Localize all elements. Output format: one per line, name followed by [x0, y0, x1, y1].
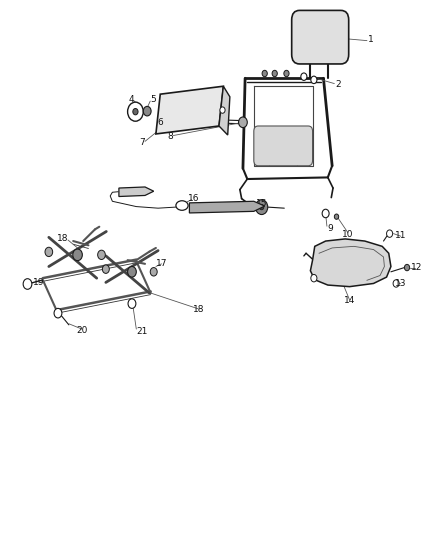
Text: 14: 14 [344, 296, 356, 305]
Polygon shape [119, 187, 154, 197]
Circle shape [311, 274, 317, 282]
Circle shape [239, 117, 247, 127]
Text: 20: 20 [77, 326, 88, 335]
Polygon shape [156, 86, 223, 134]
Text: 13: 13 [395, 279, 407, 288]
Text: 15: 15 [255, 199, 267, 208]
Text: 2: 2 [336, 80, 341, 89]
Text: 18: 18 [193, 305, 205, 314]
Text: 21: 21 [136, 327, 148, 336]
Text: 16: 16 [187, 194, 199, 203]
Text: 8: 8 [168, 132, 173, 141]
Circle shape [387, 230, 392, 237]
Circle shape [73, 249, 82, 261]
Polygon shape [311, 239, 391, 287]
Circle shape [102, 265, 110, 273]
Circle shape [133, 109, 138, 115]
Circle shape [23, 279, 32, 289]
Circle shape [255, 200, 268, 215]
Circle shape [259, 205, 264, 210]
Circle shape [311, 76, 317, 84]
Polygon shape [219, 86, 230, 135]
Circle shape [334, 214, 339, 219]
Ellipse shape [176, 201, 188, 211]
Circle shape [165, 114, 173, 125]
Circle shape [301, 73, 307, 80]
FancyBboxPatch shape [292, 11, 349, 64]
Circle shape [127, 266, 136, 277]
Circle shape [143, 107, 151, 116]
Circle shape [127, 102, 143, 121]
Circle shape [98, 250, 105, 260]
Text: 1: 1 [368, 35, 374, 44]
Circle shape [220, 107, 225, 114]
Text: 7: 7 [139, 138, 145, 147]
Circle shape [404, 264, 410, 271]
Circle shape [45, 247, 53, 256]
Polygon shape [189, 201, 265, 213]
FancyBboxPatch shape [254, 126, 313, 166]
Circle shape [272, 70, 277, 77]
Text: 9: 9 [327, 224, 333, 233]
Circle shape [54, 309, 62, 318]
Text: 19: 19 [33, 278, 45, 287]
Circle shape [128, 299, 136, 309]
Text: 4: 4 [129, 95, 134, 104]
Text: 17: 17 [156, 260, 167, 268]
Text: 10: 10 [342, 230, 353, 239]
Text: 18: 18 [57, 235, 69, 244]
Circle shape [262, 70, 267, 77]
Circle shape [150, 268, 157, 276]
Circle shape [284, 70, 289, 77]
Text: 12: 12 [410, 263, 422, 272]
Text: 5: 5 [150, 95, 156, 104]
Text: 11: 11 [395, 231, 407, 240]
Circle shape [393, 280, 399, 287]
Text: 6: 6 [157, 118, 163, 127]
Circle shape [322, 209, 329, 217]
